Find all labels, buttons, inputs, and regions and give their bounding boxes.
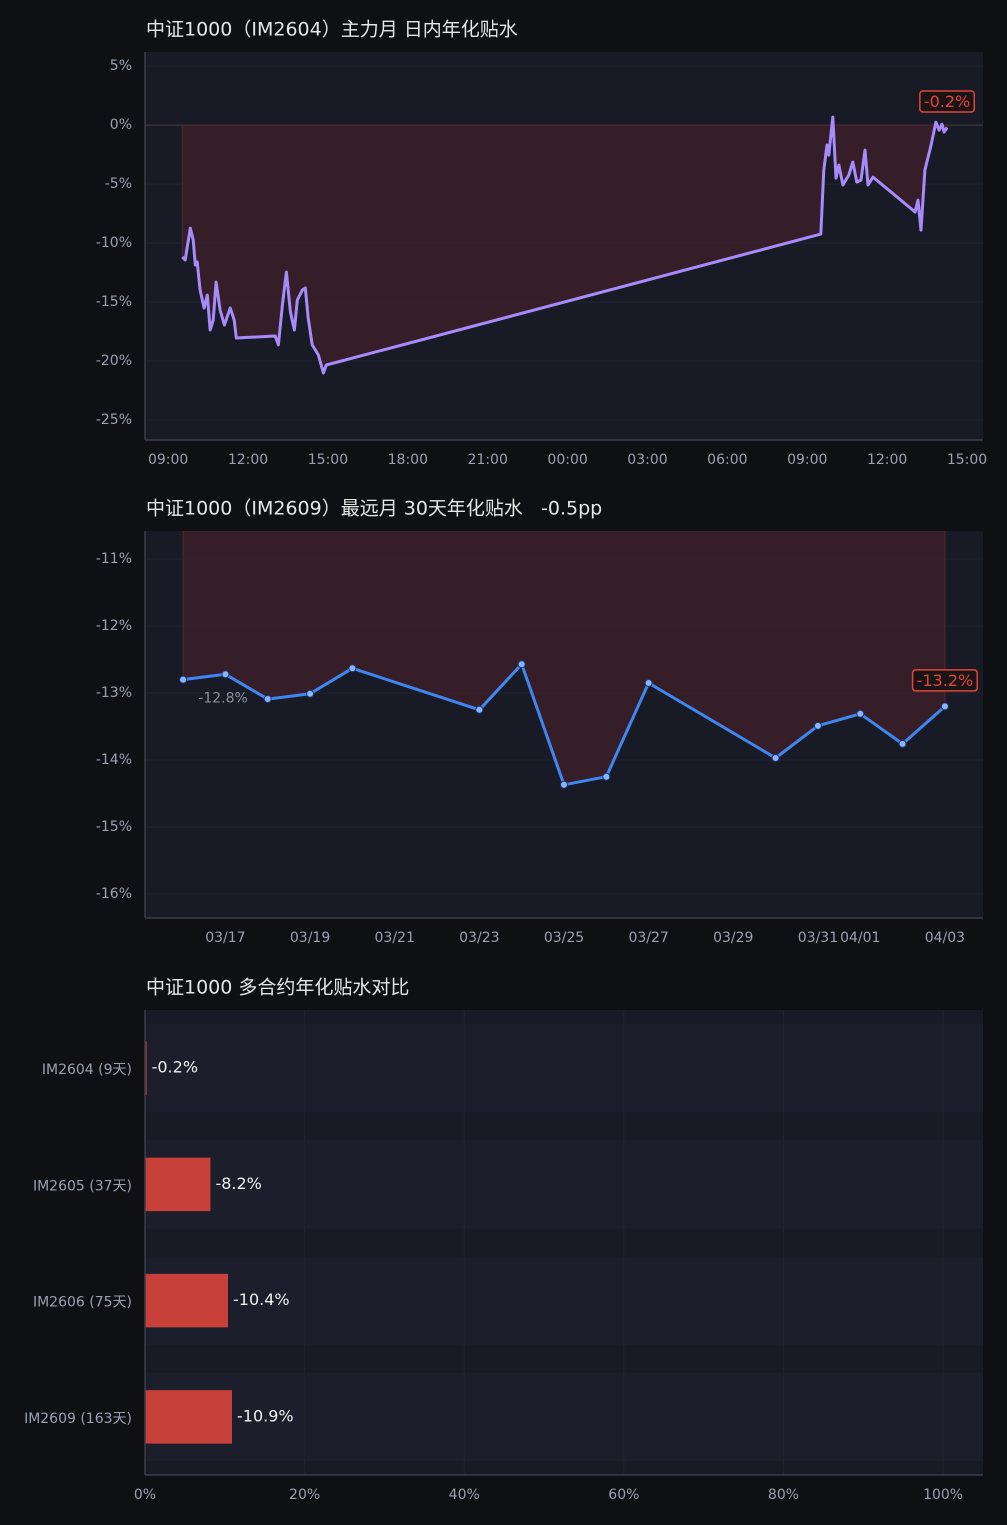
data-point — [179, 675, 188, 684]
annotation: -0.2% — [924, 92, 970, 111]
chart-title: 中证1000 多合约年化贴水对比 — [146, 977, 409, 999]
data-point — [602, 772, 611, 781]
y-tick-label: IM2609 (163天) — [24, 1411, 132, 1427]
data-point — [813, 721, 822, 730]
value-label: -10.4% — [233, 1290, 290, 1309]
x-tick-label: 03/31 — [798, 930, 838, 946]
y-tick-label: IM2605 (37天) — [33, 1178, 132, 1194]
annotation: -13.2% — [917, 671, 974, 690]
x-tick-label: 03/27 — [628, 930, 668, 946]
x-tick-label: 04/01 — [840, 930, 880, 946]
chart-panel: 中证1000 多合约年化贴水对比 0% 20% 40% 60% 80% 100% IM2604… — [24, 977, 983, 1503]
x-tick-label: 03/29 — [713, 930, 753, 946]
y-tick-label: -13% — [96, 685, 132, 701]
x-tick-label: 100% — [923, 1487, 963, 1503]
annotation-box — [911, 669, 978, 692]
annotation: -12.8% — [198, 691, 248, 707]
x-tick-label: 12:00 — [228, 452, 268, 468]
chart-title: 中证1000（IM2609）最远月 30天年化贴水 -0.5pp — [146, 498, 602, 520]
y-tick-label: IM2606 (75天) — [33, 1295, 132, 1311]
annotation-box — [919, 90, 976, 113]
data-line — [181, 115, 949, 375]
x-tick-label: 15:00 — [947, 452, 987, 468]
x-tick-label: 0% — [134, 1487, 156, 1503]
x-tick-label: 03/25 — [544, 930, 584, 946]
value-label: -8.2% — [215, 1174, 261, 1193]
x-tick-label: 04/03 — [925, 930, 965, 946]
y-tick-label: -15% — [96, 294, 132, 310]
x-tick-label: 18:00 — [388, 452, 428, 468]
y-tick-label: IM2604 (9天) — [42, 1062, 132, 1078]
data-point — [940, 702, 949, 711]
data-point — [475, 705, 484, 714]
x-tick-label: 21:00 — [468, 452, 508, 468]
row-band — [145, 1023, 983, 1113]
x-tick-label: 15:00 — [308, 452, 348, 468]
y-tick-label: -11% — [96, 551, 132, 567]
chart-title: 中证1000（IM2604）主力月 日内年化贴水 — [146, 19, 518, 41]
x-tick-label: 09:00 — [787, 452, 827, 468]
data-point — [306, 689, 315, 698]
data-point — [856, 709, 865, 718]
y-tick-label: 0% — [110, 117, 132, 133]
data-point — [771, 753, 780, 762]
x-tick-label: 12:00 — [867, 452, 907, 468]
value-label: -10.9% — [237, 1406, 294, 1425]
x-tick-label: 03/23 — [459, 930, 499, 946]
y-tick-label: -25% — [96, 412, 132, 428]
bar — [145, 1273, 229, 1328]
data-point — [560, 780, 568, 789]
x-tick-label: 03:00 — [627, 452, 667, 468]
row-band — [145, 1372, 983, 1462]
value-label: -0.2% — [152, 1058, 198, 1077]
y-tick-label: -20% — [96, 353, 132, 369]
y-tick-label: -5% — [105, 176, 132, 192]
x-tick-label: 80% — [768, 1487, 799, 1503]
x-tick-label: 06:00 — [707, 452, 747, 468]
y-tick-label: -14% — [96, 752, 132, 768]
y-tick-label: -12% — [96, 618, 132, 634]
y-tick-label: 5% — [110, 58, 132, 74]
bar — [145, 1157, 211, 1212]
x-tick-label: 00:00 — [547, 452, 587, 468]
chart-panel: 中证1000（IM2609）最远月 30天年化贴水 -0.5pp -11% -12%… — [96, 498, 983, 946]
data-point — [221, 670, 230, 679]
data-point — [898, 739, 907, 748]
bar — [145, 1041, 147, 1095]
data-point — [348, 664, 357, 673]
row-band — [145, 1256, 983, 1345]
data-point — [517, 660, 526, 669]
data-point — [263, 695, 272, 704]
y-tick-label: -16% — [96, 886, 132, 902]
x-tick-label: 60% — [608, 1487, 639, 1503]
y-tick-label: -10% — [96, 235, 132, 251]
x-tick-label: 20% — [289, 1487, 320, 1503]
bar — [145, 1390, 232, 1444]
x-tick-label: 03/17 — [205, 930, 245, 946]
x-tick-label: 03/19 — [290, 930, 330, 946]
data-point — [644, 678, 653, 687]
x-tick-label: 03/21 — [375, 930, 415, 946]
chart-panel: 中证1000（IM2604）主力月 日内年化贴水 5% 0% -5% -10% -15% -… — [96, 19, 987, 469]
y-tick-label: -15% — [96, 819, 132, 835]
x-tick-label: 09:00 — [148, 452, 188, 468]
row-band — [145, 1140, 983, 1229]
x-tick-label: 40% — [449, 1487, 480, 1503]
